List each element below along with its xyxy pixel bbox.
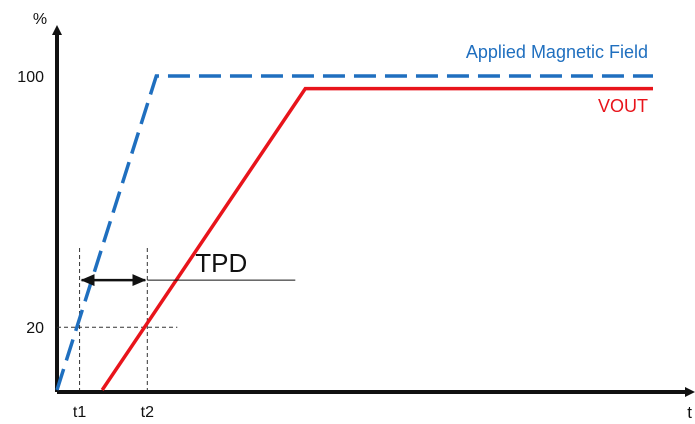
series-line-1	[100, 86, 653, 391]
x-tick-t2: t2	[141, 404, 154, 421]
y-tick-100: 100	[17, 69, 44, 86]
x-tick-labels: t1 t2	[73, 404, 154, 421]
series-lines	[55, 74, 653, 391]
legend-label-1: VOUT	[598, 96, 648, 116]
series-line-0	[55, 74, 653, 391]
legend-label-0: Applied Magnetic Field	[466, 42, 648, 62]
y-tick-labels: 20 100	[17, 69, 44, 337]
x-tick-t1: t1	[73, 404, 86, 421]
x-axis-label: t	[687, 403, 692, 422]
y-tick-20: 20	[26, 320, 44, 337]
annotations: TPD	[80, 248, 296, 287]
tpd-label: TPD	[195, 248, 247, 278]
legend: Applied Magnetic Field VOUT	[466, 42, 648, 116]
y-axis-label: %	[33, 11, 47, 28]
